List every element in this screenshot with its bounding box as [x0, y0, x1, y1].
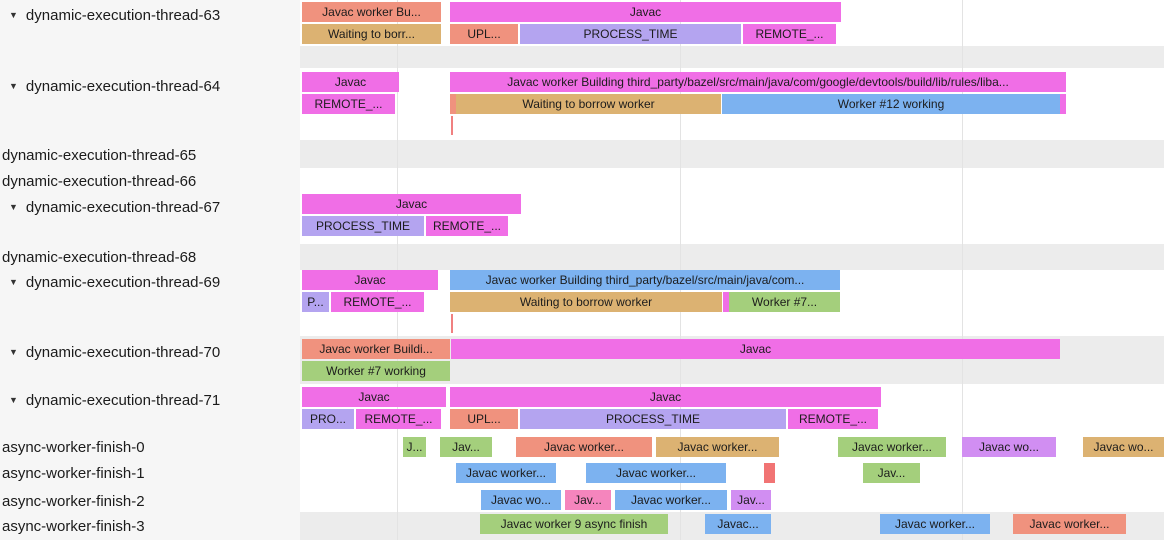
timeline-slice[interactable]: Javac worker... [880, 514, 990, 534]
timeline-slice[interactable]: REMOTE_... [426, 216, 508, 236]
track-label[interactable]: ▼ dynamic-execution-thread-63 [0, 4, 300, 26]
track-name: async-worker-finish-1 [2, 464, 145, 482]
timeline-slice[interactable]: Javac worker 9 async finish [480, 514, 668, 534]
timeline-slice[interactable]: UPL... [450, 409, 518, 429]
track-label[interactable]: async-worker-finish-2 [0, 490, 300, 512]
timeline-slice[interactable]: Javac worker... [838, 437, 946, 457]
timeline-slice[interactable]: Javac wo... [1083, 437, 1164, 457]
row-band [300, 140, 1164, 168]
track-name: dynamic-execution-thread-63 [25, 6, 221, 24]
timeline-slice[interactable]: Javac [302, 270, 438, 290]
track-name: dynamic-execution-thread-70 [25, 343, 221, 361]
collapse-arrow-icon[interactable]: ▼ [9, 202, 18, 212]
timeline-slice[interactable]: Javac [302, 387, 446, 407]
timeline-slice[interactable]: Worker #7... [729, 292, 840, 312]
event-tick [451, 314, 453, 333]
collapse-arrow-icon[interactable]: ▼ [9, 347, 18, 357]
timeline-slice[interactable]: PROCESS_TIME [520, 409, 786, 429]
timeline-slice[interactable]: Javac worker... [656, 437, 779, 457]
timeline-slice[interactable]: REMOTE_... [788, 409, 878, 429]
track-name: dynamic-execution-thread-69 [25, 273, 221, 291]
timeline-slice[interactable]: Javac worker Bu... [302, 2, 441, 22]
timeline-slice[interactable]: REMOTE_... [302, 94, 395, 114]
timeline-slice[interactable]: Javac [302, 194, 521, 214]
timeline-slice[interactable]: Worker #7 working [302, 361, 450, 381]
track-name: async-worker-finish-2 [2, 492, 145, 510]
event-tick [451, 116, 453, 135]
gridline [962, 0, 963, 540]
timeline-slice[interactable]: Javac worker Building third_party/bazel/… [450, 72, 1066, 92]
track-label[interactable]: ▼ dynamic-execution-thread-64 [0, 75, 300, 97]
timeline-slice[interactable]: Javac... [705, 514, 771, 534]
timeline-slice[interactable]: Waiting to borrow worker [456, 94, 721, 114]
track-label[interactable]: ▼ dynamic-execution-thread-67 [0, 196, 300, 218]
timeline-slice[interactable]: Javac worker... [615, 490, 727, 510]
timeline-slice[interactable]: Javac worker... [456, 463, 556, 483]
collapse-arrow-icon[interactable]: ▼ [9, 81, 18, 91]
timeline-slice[interactable]: Javac worker Building third_party/bazel/… [450, 270, 840, 290]
timeline-slice[interactable]: Waiting to borrow worker [450, 292, 722, 312]
track-name: dynamic-execution-thread-71 [25, 391, 221, 409]
collapse-arrow-icon[interactable]: ▼ [9, 395, 18, 405]
timeline-slice[interactable]: Jav... [565, 490, 611, 510]
timeline-slice[interactable]: UPL... [450, 24, 518, 44]
track-name-sidebar: ▼ dynamic-execution-thread-63 ▼ dynamic-exe… [0, 0, 300, 540]
timeline-slice[interactable]: Javac worker... [1013, 514, 1126, 534]
timeline-slice[interactable]: PROCESS_TIME [302, 216, 424, 236]
track-name: dynamic-execution-thread-64 [25, 77, 221, 95]
row-band [300, 244, 1164, 270]
timeline-slice[interactable]: Javac worker... [586, 463, 726, 483]
timeline-slice[interactable] [450, 94, 456, 114]
track-name: dynamic-execution-thread-65 [2, 146, 197, 164]
row-band [300, 46, 1164, 68]
track-label[interactable]: async-worker-finish-0 [0, 436, 300, 458]
timeline-slice[interactable]: REMOTE_... [356, 409, 441, 429]
timeline-slice[interactable]: Worker #12 working [722, 94, 1060, 114]
timeline-slice[interactable]: Javac wo... [962, 437, 1056, 457]
track-label[interactable]: dynamic-execution-thread-66 [0, 170, 300, 192]
timeline-slice[interactable]: Javac [450, 2, 841, 22]
timeline-slice[interactable]: REMOTE_... [743, 24, 836, 44]
timeline-slice[interactable] [764, 463, 775, 483]
track-name: dynamic-execution-thread-66 [2, 172, 197, 190]
timeline-slice[interactable]: J... [403, 437, 426, 457]
timeline-slice[interactable]: Javac [302, 72, 399, 92]
collapse-arrow-icon[interactable]: ▼ [9, 277, 18, 287]
timeline-slice[interactable]: Javac [451, 339, 1060, 359]
track-name: dynamic-execution-thread-68 [2, 248, 197, 266]
timeline-slice[interactable]: PRO... [302, 409, 354, 429]
timeline-slice[interactable]: Jav... [731, 490, 771, 510]
track-label[interactable]: dynamic-execution-thread-68 [0, 246, 300, 268]
track-label[interactable]: async-worker-finish-1 [0, 462, 300, 484]
timeline-slice[interactable] [1060, 94, 1066, 114]
track-name: async-worker-finish-3 [2, 517, 145, 535]
timeline-slice[interactable]: REMOTE_... [331, 292, 424, 312]
track-label[interactable]: ▼ dynamic-execution-thread-69 [0, 271, 300, 293]
timeline-slice[interactable]: Jav... [863, 463, 920, 483]
timeline-slice[interactable]: Jav... [440, 437, 492, 457]
timeline-slice[interactable]: Javac worker... [516, 437, 652, 457]
track-name: dynamic-execution-thread-67 [25, 198, 221, 216]
timeline-slice[interactable]: Waiting to borr... [302, 24, 441, 44]
timeline-slice[interactable]: Javac worker Buildi... [302, 339, 450, 359]
track-label[interactable]: dynamic-execution-thread-65 [0, 144, 300, 166]
track-label[interactable]: ▼ dynamic-execution-thread-70 [0, 341, 300, 363]
timeline-slice[interactable] [723, 292, 729, 312]
track-name: async-worker-finish-0 [2, 438, 145, 456]
timeline-slice[interactable]: Javac wo... [481, 490, 561, 510]
collapse-arrow-icon[interactable]: ▼ [9, 10, 18, 20]
track-label[interactable]: ▼ dynamic-execution-thread-71 [0, 389, 300, 411]
timeline-slice[interactable]: Javac [450, 387, 881, 407]
timeline-slice[interactable]: P... [302, 292, 329, 312]
track-label[interactable]: async-worker-finish-3 [0, 515, 300, 537]
timeline-slice[interactable]: PROCESS_TIME [520, 24, 741, 44]
